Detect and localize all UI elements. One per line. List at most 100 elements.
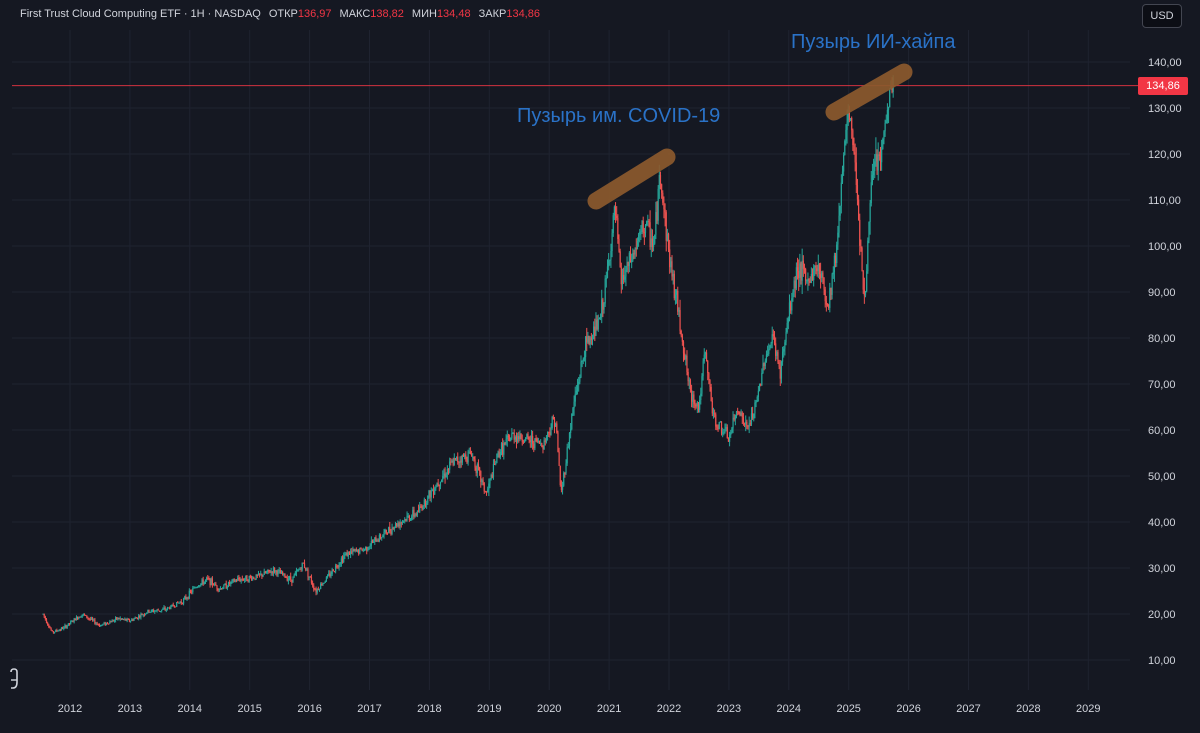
candle-body — [252, 577, 254, 580]
candle-body — [401, 521, 404, 523]
candle-body — [308, 576, 310, 578]
candle-body — [576, 384, 579, 391]
candle-body — [457, 456, 459, 463]
candle-body — [60, 627, 63, 631]
candle-body — [124, 618, 126, 620]
candle-body — [340, 558, 342, 564]
candle-body — [583, 357, 586, 359]
candle-body — [552, 416, 554, 420]
y-axis[interactable]: 10,00 20,00 30,00 40,00 50,00 60,00 70,00 80,00… — [1148, 57, 1182, 667]
candle-body — [605, 277, 607, 279]
candle-body — [321, 583, 323, 586]
candle-body — [217, 588, 219, 591]
candle-body — [815, 265, 817, 269]
candle-body — [460, 460, 462, 463]
candle-body — [606, 266, 609, 278]
candle-body — [96, 623, 98, 625]
candle-body — [249, 575, 251, 578]
candle-body — [672, 273, 674, 277]
candle-body — [715, 414, 717, 427]
candle-body — [489, 478, 491, 484]
candle-body — [408, 515, 410, 520]
candle-body — [67, 623, 69, 626]
candle-body — [222, 588, 224, 590]
candle-body — [259, 573, 261, 575]
candle-body — [861, 248, 863, 272]
candle-body — [165, 609, 167, 611]
candle-body — [633, 253, 635, 255]
y-tick-label: 70,00 — [1148, 379, 1176, 391]
candle-body — [255, 574, 257, 580]
candle-body — [544, 440, 546, 442]
candle-body — [658, 175, 660, 189]
candle-body — [300, 568, 302, 570]
candle-body — [765, 354, 768, 361]
candle-body — [207, 577, 209, 579]
candle-body — [503, 443, 505, 455]
drag-handle-icon[interactable] — [8, 668, 20, 690]
candle-body — [159, 610, 162, 612]
candle-body — [874, 161, 876, 172]
candle-body — [635, 248, 637, 250]
candle-body — [847, 110, 849, 123]
candle-body — [807, 278, 809, 281]
candle-body — [646, 221, 648, 226]
candle-body — [794, 280, 796, 289]
candle-body — [442, 476, 444, 480]
candle-body — [51, 630, 53, 632]
candle-body — [656, 211, 658, 221]
candle-body — [803, 268, 806, 270]
candle-body — [379, 535, 382, 539]
candle-body — [111, 620, 113, 623]
y-tick-label: 40,00 — [1148, 517, 1176, 529]
candle-body — [415, 514, 417, 516]
candle-body — [199, 585, 201, 587]
currency-button[interactable]: USD — [1142, 4, 1182, 28]
candle-body — [158, 610, 160, 612]
candle-body — [429, 490, 431, 498]
candle-body — [370, 541, 372, 546]
candle-body — [449, 461, 451, 470]
candle-body — [792, 291, 794, 299]
candle-body — [112, 620, 114, 622]
candle-body — [406, 515, 408, 521]
candle-body — [320, 583, 322, 590]
candle-body — [704, 352, 707, 355]
candle-body — [537, 440, 539, 443]
candle-body — [164, 607, 166, 610]
candle-body — [203, 581, 205, 585]
candle-body — [240, 578, 242, 582]
candle-body — [283, 573, 285, 575]
candle-body — [533, 443, 535, 449]
candle-body — [773, 335, 776, 344]
candle-body — [292, 576, 294, 583]
candle-body — [690, 390, 693, 402]
candle-body — [565, 463, 567, 474]
candle-body — [869, 203, 871, 222]
candle-body — [186, 597, 188, 599]
candle-body — [174, 606, 177, 608]
close-value: 134,86 — [506, 8, 540, 20]
candle-body — [735, 411, 738, 416]
candle-body — [843, 155, 845, 172]
candle-body — [346, 552, 348, 557]
candle-body — [397, 523, 399, 527]
candle-body — [453, 458, 455, 465]
candle-body — [192, 588, 194, 593]
candle-body — [256, 574, 258, 576]
candle-body — [867, 240, 869, 272]
candle-body — [245, 575, 247, 580]
candle-body — [451, 460, 453, 463]
candle-body — [75, 616, 78, 621]
candle-body — [136, 617, 139, 619]
candle-body — [182, 599, 185, 604]
x-tick-label: 2025 — [836, 703, 860, 715]
candle-body — [326, 575, 329, 578]
candle-body — [134, 617, 136, 619]
candle-body — [872, 171, 875, 176]
candle-body — [868, 221, 870, 241]
candle-body — [120, 618, 122, 620]
candle-body — [579, 377, 581, 382]
x-axis[interactable]: 2012 2013 2014 2015 2016 2017 2018 2019 2020 2021… — [58, 703, 1101, 715]
